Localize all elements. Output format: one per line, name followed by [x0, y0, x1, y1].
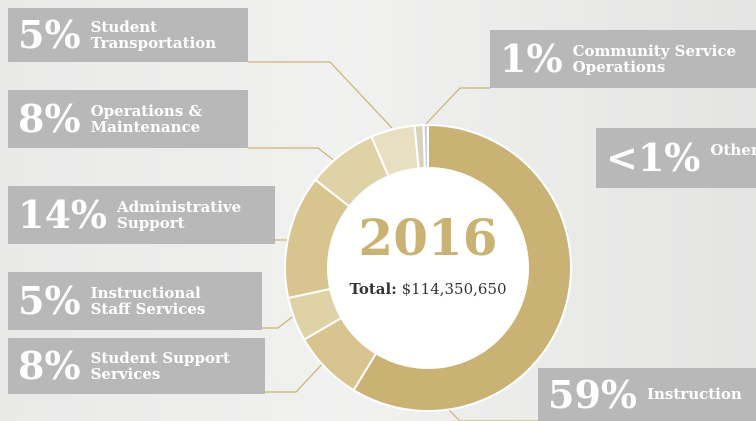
slice: [424, 125, 428, 168]
value-label: <1%: [606, 139, 700, 177]
category-label: Operations & Maintenance: [91, 103, 238, 136]
donut-hole: [328, 168, 528, 368]
label-box: 5% Student Transportation: [8, 8, 248, 62]
label-box: 59% Instruction: [538, 368, 756, 421]
leader-line: [248, 62, 392, 128]
year: 2016: [358, 208, 497, 267]
category-label: Student Support Services: [91, 350, 255, 383]
category-label: Other: [710, 142, 756, 159]
label-box: 8% Operations & Maintenance: [8, 90, 248, 148]
value-label: 8%: [18, 100, 81, 138]
label-box: 1% Community Service Operations: [490, 30, 756, 88]
leader-line: [265, 360, 326, 392]
label-box: <1% Other: [596, 128, 756, 188]
leader-line: [248, 148, 336, 162]
category-label: Administrative Support: [117, 199, 265, 232]
category-label: Instructional Staff Services: [91, 285, 231, 318]
label-box: 5% Instructional Staff Services: [8, 272, 262, 330]
leader-line: [426, 88, 490, 124]
value-label: 14%: [18, 196, 107, 234]
total-label: Total:: [349, 280, 396, 298]
value-label: 5%: [18, 16, 81, 54]
category-label: Student Transportation: [91, 19, 238, 52]
label-box: 8% Student Support Services: [8, 338, 265, 394]
value-label: 59%: [548, 376, 637, 414]
value-label: 5%: [18, 282, 81, 320]
category-label: Instruction: [647, 386, 746, 403]
leader-line: [262, 314, 296, 328]
total-value: $114,350,650: [402, 280, 507, 298]
category-label: Community Service Operations: [573, 43, 746, 76]
total: Total: $114,350,650: [349, 280, 506, 298]
value-label: 1%: [500, 40, 563, 78]
value-label: 8%: [18, 347, 81, 385]
infographic: 2016 Total: $114,350,650 59% Instruction 8…: [0, 0, 756, 421]
label-box: 14% Administrative Support: [8, 186, 275, 244]
